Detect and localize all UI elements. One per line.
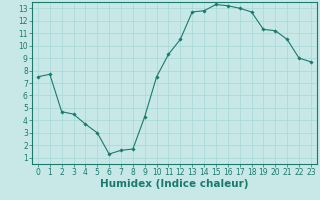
X-axis label: Humidex (Indice chaleur): Humidex (Indice chaleur) xyxy=(100,179,249,189)
